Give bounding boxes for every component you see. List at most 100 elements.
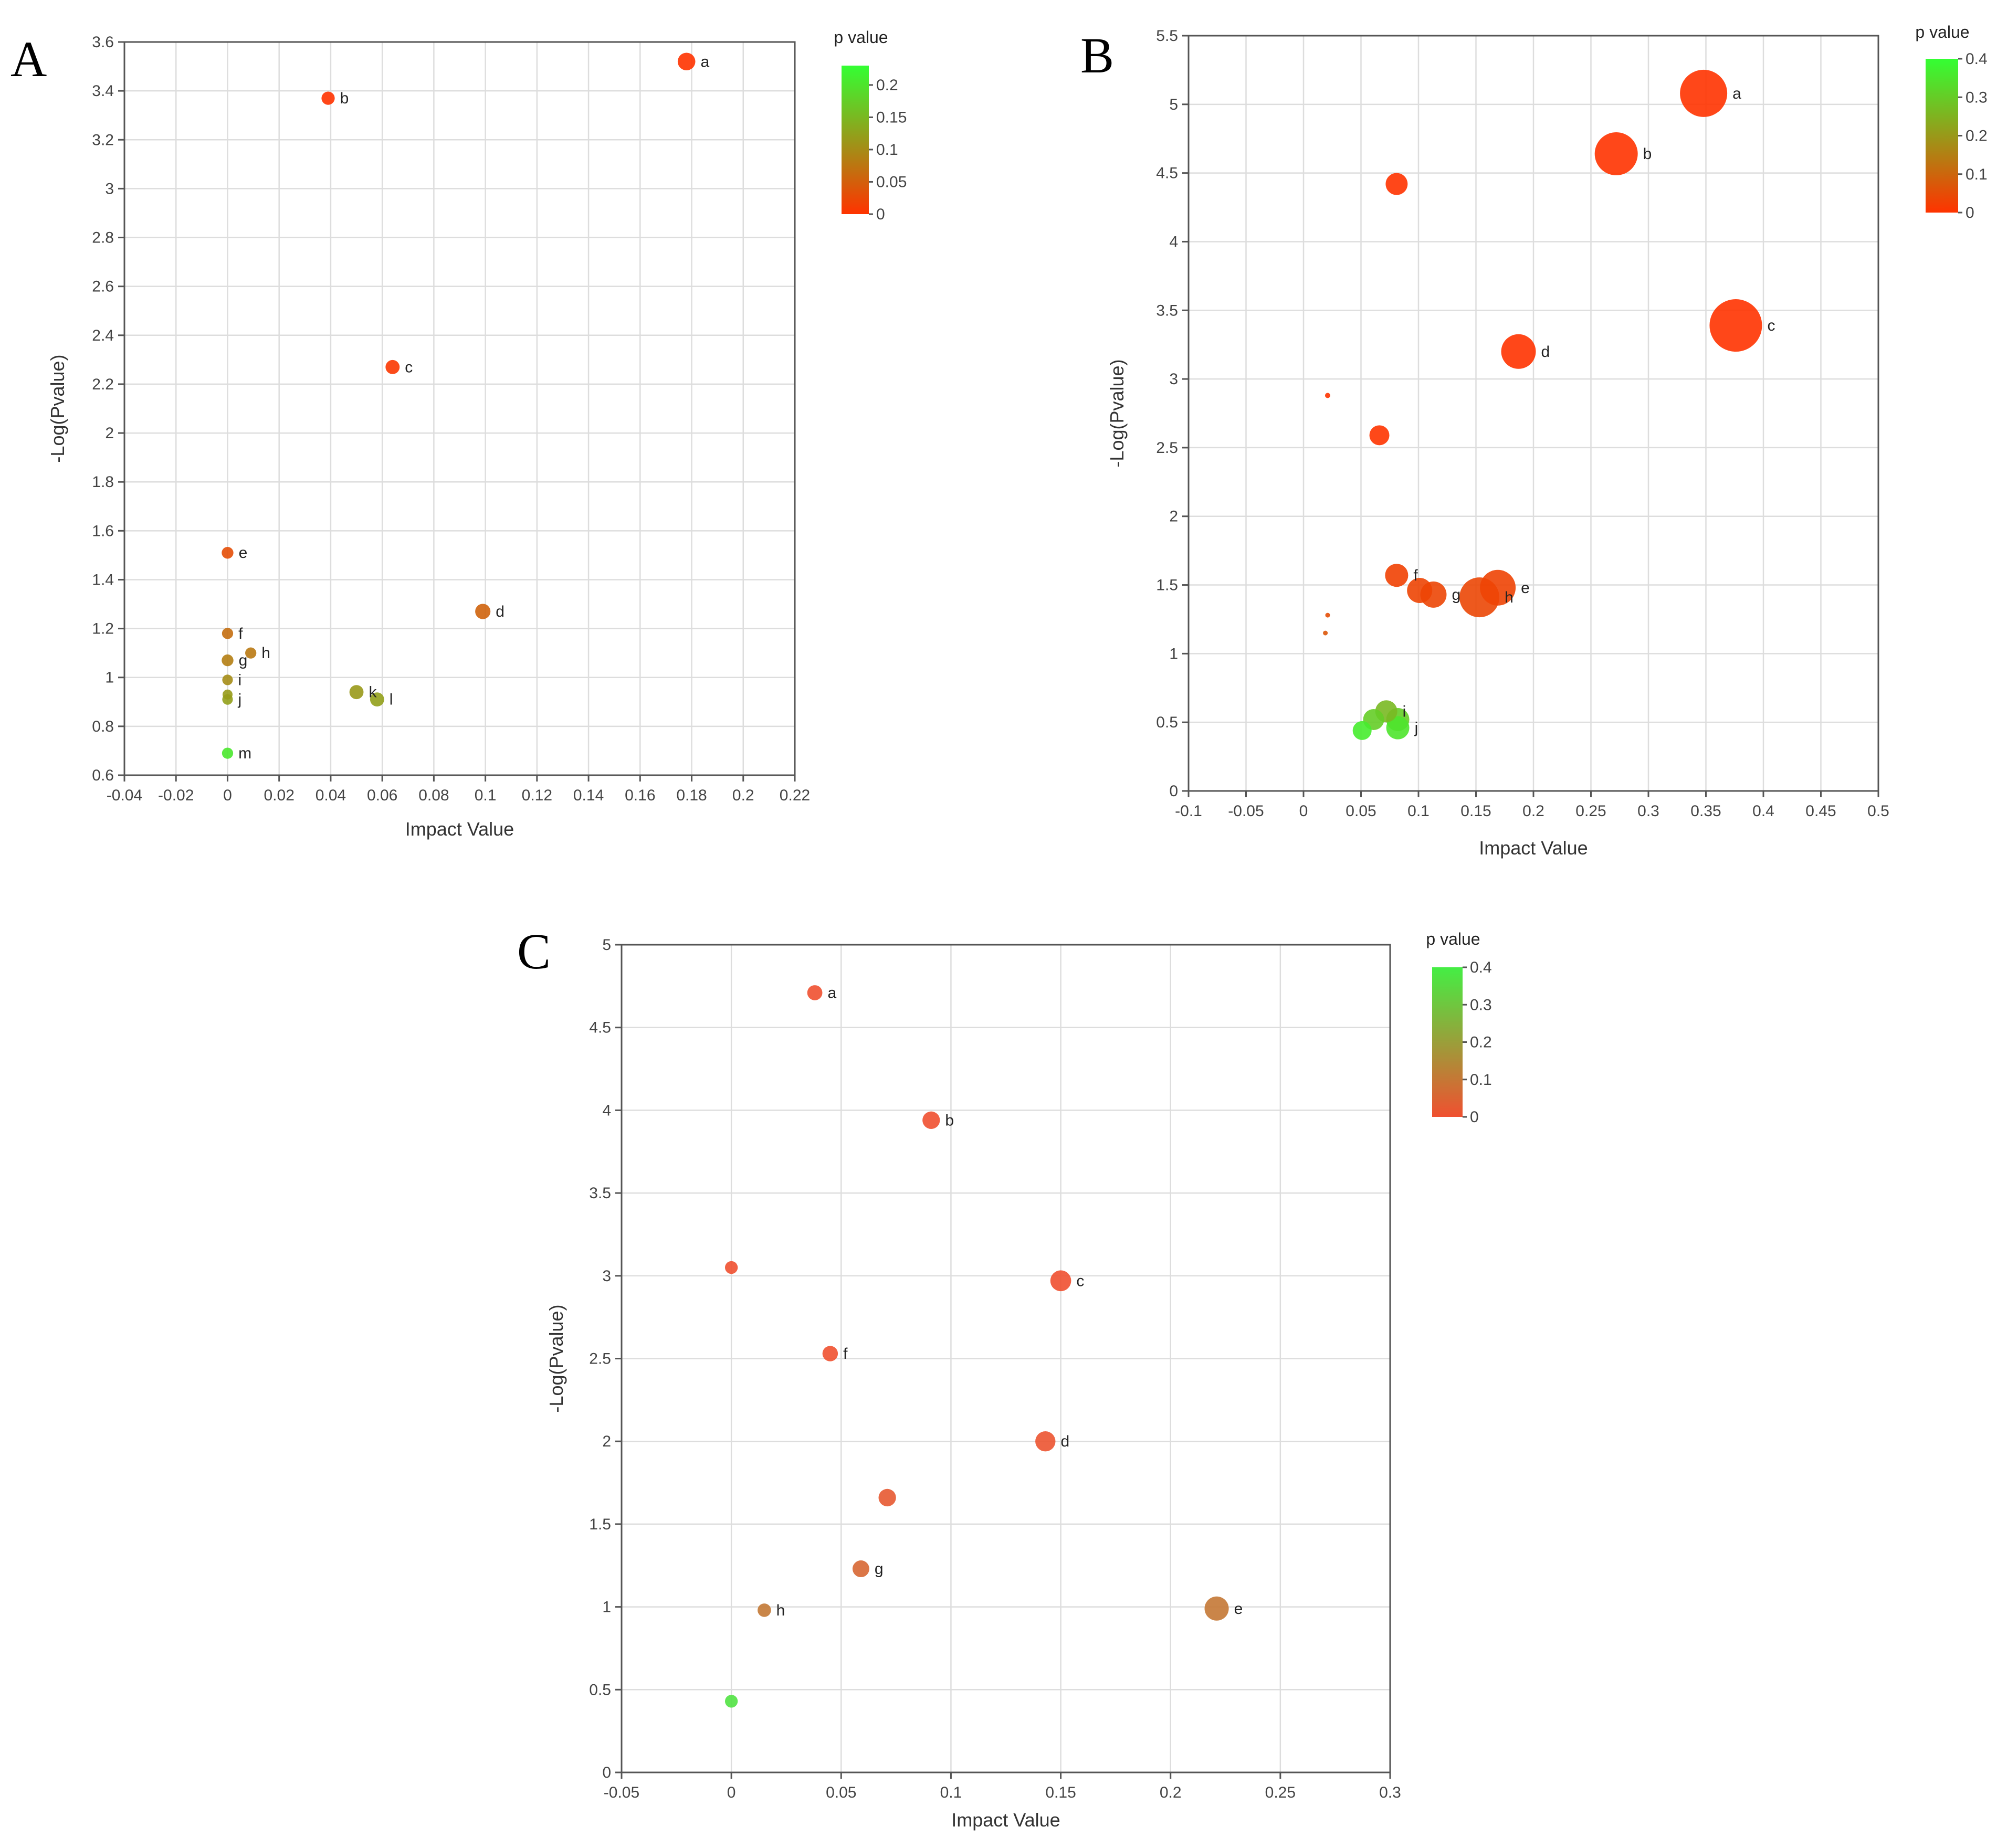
panel-c-y-tick-label: 1 bbox=[602, 1599, 611, 1616]
panel-b-point-label-a: a bbox=[1732, 85, 1741, 102]
panel-c-x-axis-label: Impact Value bbox=[951, 1809, 1060, 1831]
panel-b-x-tick-label: 0.3 bbox=[1637, 802, 1659, 820]
panel-c-y-tick-label: 0 bbox=[602, 1764, 611, 1781]
panel-b-legend-colorbar bbox=[1926, 59, 1958, 213]
panel-a-y-tick-label: 0.8 bbox=[92, 718, 114, 735]
panel-c-x-tick-label: 0.1 bbox=[940, 1784, 962, 1801]
panel-a-x-tick-label: 0.1 bbox=[475, 787, 497, 804]
panel-c-point-label-h: h bbox=[776, 1602, 785, 1619]
panel-a-point-label-c: c bbox=[405, 358, 413, 376]
panel-c-legend-title: p value bbox=[1426, 930, 1480, 948]
panel-c-data-point bbox=[724, 1695, 738, 1708]
panel-a-x-axis-label: Impact Value bbox=[405, 818, 514, 840]
panel-b-y-tick-label: 4 bbox=[1169, 233, 1178, 250]
panel-b-y-tick-label: 4.5 bbox=[1156, 165, 1178, 182]
panel-b-x-tick-label: 0.25 bbox=[1575, 802, 1606, 820]
panel-a-x-tick-label: 0.22 bbox=[780, 787, 810, 804]
panel-b-point-label-h: h bbox=[1505, 589, 1513, 606]
panel-a-y-tick-label: 0.6 bbox=[92, 767, 114, 784]
panel-b-y-tick-label: 5 bbox=[1169, 96, 1178, 113]
panel-c-point-label-a: a bbox=[827, 984, 836, 1001]
panel-b-y-tick-label: 1 bbox=[1169, 645, 1178, 662]
panel-b-data-point bbox=[1680, 69, 1728, 117]
panel-b-y-tick-label: 1.5 bbox=[1156, 577, 1178, 594]
panel-a-legend-tick-label: 0.2 bbox=[876, 77, 898, 94]
panel-b-x-tick-label: 0.5 bbox=[1867, 802, 1889, 820]
panel-b-legend-tick-label: 0.1 bbox=[1966, 166, 1988, 183]
panel-a-y-tick-label: 2.8 bbox=[92, 229, 114, 247]
panel-a-x-tick-label: 0.04 bbox=[316, 787, 346, 804]
panel-b-data-point bbox=[1407, 578, 1433, 604]
panel-b-legend-tick-label: 0.4 bbox=[1966, 50, 1988, 68]
panel-b-x-tick-label: 0.05 bbox=[1346, 802, 1376, 820]
panel-a-x-tick-label: 0.08 bbox=[418, 787, 449, 804]
panel-b-point-label-c: c bbox=[1767, 317, 1775, 334]
panel-a-point-label-e: e bbox=[239, 544, 248, 562]
panel-c-legend-tick-label: 0.2 bbox=[1470, 1034, 1492, 1051]
panel-c-x-tick-label: 0.05 bbox=[826, 1784, 856, 1801]
panel-a-point-label-k: k bbox=[369, 684, 377, 701]
panel-c-legend-tick-label: 0.3 bbox=[1470, 996, 1492, 1013]
panel-a-point-label-d: d bbox=[496, 603, 504, 620]
panel-b-point-label-j: j bbox=[1414, 720, 1418, 737]
panel-a-data-point bbox=[245, 647, 257, 659]
panel-a-y-tick-label: 1.6 bbox=[92, 522, 114, 540]
panel-a-y-tick-label: 1.4 bbox=[92, 571, 114, 588]
panel-a-data-point bbox=[385, 360, 400, 374]
panel-a-data-point bbox=[222, 547, 234, 559]
panel-c-letter: C bbox=[517, 923, 551, 979]
panel-c-x-tick-label: 0 bbox=[727, 1784, 736, 1801]
panel-a-data-point bbox=[321, 91, 335, 105]
panel-c-point-label-d: d bbox=[1060, 1433, 1069, 1450]
panel-a-x-tick-label: 0.14 bbox=[573, 787, 604, 804]
panel-a-data-point bbox=[222, 689, 233, 700]
panel-c-data-point bbox=[758, 1603, 771, 1617]
panel-a-point-label-b: b bbox=[340, 90, 349, 107]
panel-c-point-label-e: e bbox=[1234, 1600, 1243, 1618]
panel-c-x-tick-label: 0.25 bbox=[1265, 1784, 1296, 1801]
panel-c-y-tick-label: 2.5 bbox=[589, 1350, 611, 1368]
panel-c-data-point bbox=[822, 1346, 838, 1361]
panel-a-data-point bbox=[222, 654, 234, 667]
panel-c-legend-tick-label: 0 bbox=[1470, 1108, 1479, 1126]
panel-b-data-point bbox=[1594, 132, 1638, 176]
panel-b-data-point bbox=[1480, 569, 1516, 606]
panel-b-data-point bbox=[1325, 613, 1330, 618]
panel-b-point-label-b: b bbox=[1643, 145, 1652, 163]
panel-b-legend-tick-label: 0.2 bbox=[1966, 128, 1988, 145]
panel-a-x-tick-label: -0.04 bbox=[107, 787, 142, 804]
panel-c-y-tick-label: 3 bbox=[602, 1268, 611, 1285]
panel-b-letter: B bbox=[1080, 27, 1114, 83]
panel-a-data-point bbox=[475, 604, 491, 619]
panel-c-x-tick-label: 0.15 bbox=[1045, 1784, 1076, 1801]
panel-b-x-tick-label: 0.35 bbox=[1690, 802, 1721, 820]
panel-c-point-label-f: f bbox=[843, 1345, 848, 1363]
panel-c-y-tick-label: 5 bbox=[602, 936, 611, 954]
panel-c-data-point bbox=[724, 1261, 738, 1274]
panel-a-letter: A bbox=[10, 31, 47, 87]
panel-c-data-point bbox=[1035, 1431, 1056, 1452]
panel-b-y-axis-label: -Log(Pvalue) bbox=[1106, 359, 1128, 467]
panel-a-x-tick-label: 0.02 bbox=[264, 787, 294, 804]
panel-a-legend-tick-label: 0 bbox=[876, 206, 885, 223]
panel-b-point-label-i: i bbox=[1403, 703, 1406, 720]
panel-b-point-label-g: g bbox=[1452, 586, 1460, 604]
panel-b-x-tick-label: 0 bbox=[1299, 802, 1308, 820]
panel-a-x-tick-label: -0.02 bbox=[158, 787, 194, 804]
panel-b-x-tick-label: 0.4 bbox=[1752, 802, 1774, 820]
panel-a-y-tick-label: 3 bbox=[105, 180, 114, 197]
panel-b-legend-tick-label: 0 bbox=[1966, 204, 1974, 221]
panel-a-data-point bbox=[222, 747, 234, 759]
panel-b-x-tick-label: 0.45 bbox=[1805, 802, 1836, 820]
panel-b-x-axis-label: Impact Value bbox=[1479, 837, 1588, 859]
panel-b-data-point bbox=[1369, 425, 1390, 446]
panel-a-x-tick-label: 0.16 bbox=[625, 787, 655, 804]
panel-a-point-label-l: l bbox=[390, 691, 393, 709]
panel-b-data-point bbox=[1385, 564, 1409, 587]
panel-c-x-tick-label: 0.2 bbox=[1160, 1784, 1182, 1801]
panel-b-legend-title: p value bbox=[1915, 23, 1969, 41]
panel-a-y-tick-label: 1.8 bbox=[92, 473, 114, 491]
panel-c-y-tick-label: 0.5 bbox=[589, 1681, 611, 1698]
panel-c-data-point bbox=[852, 1560, 869, 1578]
